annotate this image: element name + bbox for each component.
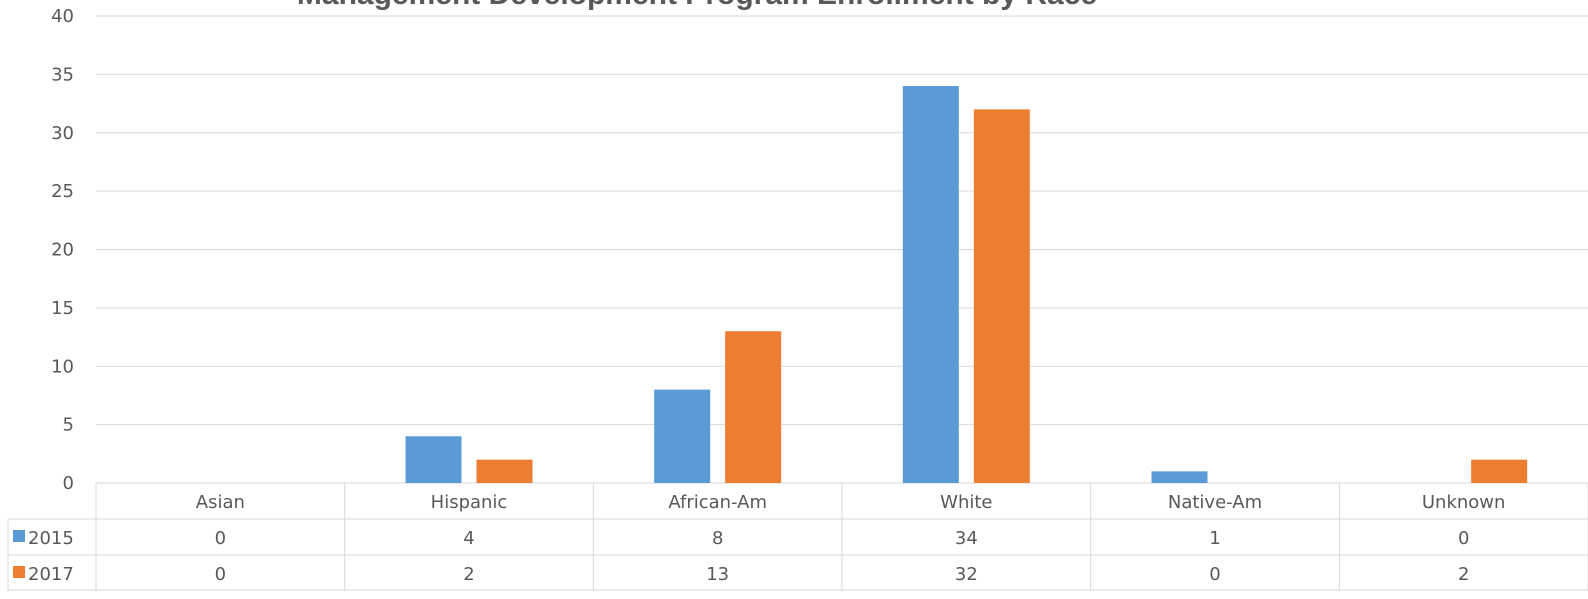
category-label: Hispanic bbox=[431, 492, 508, 513]
data-table bbox=[7, 483, 1588, 591]
y-tick-label: 0 bbox=[63, 473, 74, 494]
table-cell-value: 0 bbox=[215, 564, 226, 585]
bar-2015-Hispanic bbox=[405, 436, 462, 483]
gridlines bbox=[96, 15, 1588, 484]
table-cell-value: 0 bbox=[215, 528, 226, 549]
bar-2017-African-Am bbox=[725, 331, 782, 483]
table-cell-value: 4 bbox=[463, 528, 474, 549]
y-tick-label: 35 bbox=[51, 64, 74, 85]
series-label: 2017 bbox=[28, 564, 74, 585]
bar-2015-African-Am bbox=[654, 389, 711, 483]
category-label: Asian bbox=[196, 492, 245, 513]
category-label: African-Am bbox=[668, 492, 767, 513]
table-cell-value: 2 bbox=[463, 564, 474, 585]
y-tick-label: 20 bbox=[51, 240, 74, 261]
table-cell-value: 32 bbox=[955, 564, 978, 585]
y-tick-label: 30 bbox=[51, 123, 74, 144]
bar-2015-Native-Am bbox=[1151, 471, 1208, 483]
bar-2015-White bbox=[902, 86, 959, 484]
y-tick-label: 10 bbox=[51, 356, 74, 377]
y-tick-label: 5 bbox=[63, 415, 74, 436]
table-cell-value: 34 bbox=[955, 528, 978, 549]
category-label: Unknown bbox=[1422, 492, 1506, 513]
table-cell-value: 0 bbox=[1209, 564, 1220, 585]
legend-swatch-2015 bbox=[13, 530, 25, 542]
chart-title: Management Development Program Enrollmen… bbox=[297, 0, 1097, 11]
category-label: White bbox=[940, 492, 992, 513]
bar-2017-White bbox=[973, 109, 1030, 484]
y-tick-label: 15 bbox=[51, 298, 74, 319]
table-cell-value: 1 bbox=[1209, 528, 1220, 549]
bar-2017-Unknown bbox=[1471, 459, 1528, 483]
bars bbox=[405, 86, 1528, 484]
category-label: Native-Am bbox=[1168, 492, 1262, 513]
series-label: 2015 bbox=[28, 528, 74, 549]
legend-swatch-2017 bbox=[13, 566, 25, 578]
table-cell-value: 13 bbox=[706, 564, 729, 585]
table-cell-value: 2 bbox=[1458, 564, 1469, 585]
table-cell-value: 8 bbox=[712, 528, 723, 549]
y-tick-label: 25 bbox=[51, 181, 74, 202]
y-tick-label: 40 bbox=[51, 6, 74, 27]
bar-2017-Hispanic bbox=[476, 459, 533, 483]
table-cell-value: 0 bbox=[1458, 528, 1469, 549]
